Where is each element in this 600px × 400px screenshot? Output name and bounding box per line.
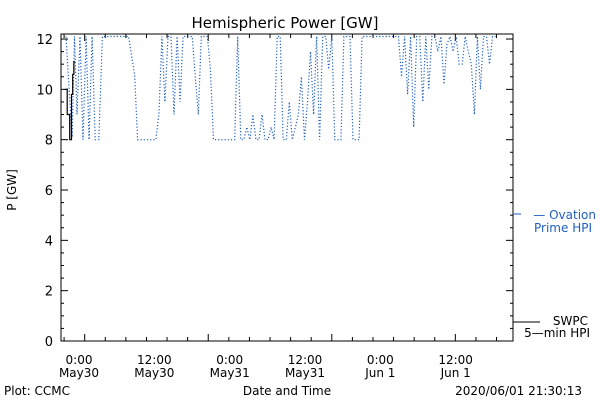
y-axis-label: P [GW] xyxy=(5,169,19,211)
x-tick-label-date: May31 xyxy=(210,366,250,380)
y-tick-label: 10 xyxy=(36,83,53,98)
y-tick-label: 8 xyxy=(45,134,53,149)
y-axis-ticks: 0 2 4 6 8 10 12 xyxy=(36,33,513,350)
y-tick-label: 0 xyxy=(45,335,53,350)
legend-swpc-line1: SWPC xyxy=(553,314,588,328)
y-tick-label: 12 xyxy=(36,33,53,48)
x-tick-label-time: 12:00 xyxy=(288,353,323,367)
series-ovation-prime-line xyxy=(65,34,496,141)
x-tick-label-time: 0:00 xyxy=(367,353,394,367)
y-tick-label: 4 xyxy=(45,234,53,249)
series-layer xyxy=(64,34,496,141)
x-tick-label-time: 12:00 xyxy=(137,353,172,367)
footer-timestamp: 2020/06/01 21:30:13 xyxy=(455,384,582,398)
series-swpc-line xyxy=(64,61,76,141)
x-axis-ticks: 0:00May3012:00May300:00May3112:00May310:… xyxy=(59,34,498,380)
x-tick-label-date: May30 xyxy=(59,366,99,380)
x-tick-label-time: 0:00 xyxy=(66,353,93,367)
y-tick-label: 2 xyxy=(45,285,53,300)
chart-title: Hemispheric Power [GW] xyxy=(192,14,379,32)
x-tick-label-time: 12:00 xyxy=(438,353,473,367)
x-tick-label-date: May31 xyxy=(285,366,325,380)
x-tick-label-date: Jun 1 xyxy=(440,366,471,380)
plot-frame xyxy=(60,33,514,342)
x-tick-label-date: Jun 1 xyxy=(364,366,395,380)
footer-credit: Plot: CCMC xyxy=(4,384,70,398)
legend-ovation-line1: — Ovation xyxy=(533,208,596,222)
legend-swpc-line2: 5—min HPI xyxy=(524,326,590,340)
legend-ovation-line2: Prime HPI xyxy=(534,221,592,235)
x-axis-label: Date and Time xyxy=(243,384,331,398)
x-tick-label-time: 0:00 xyxy=(216,353,243,367)
x-tick-label-date: May30 xyxy=(134,366,174,380)
y-tick-label: 6 xyxy=(45,184,53,199)
